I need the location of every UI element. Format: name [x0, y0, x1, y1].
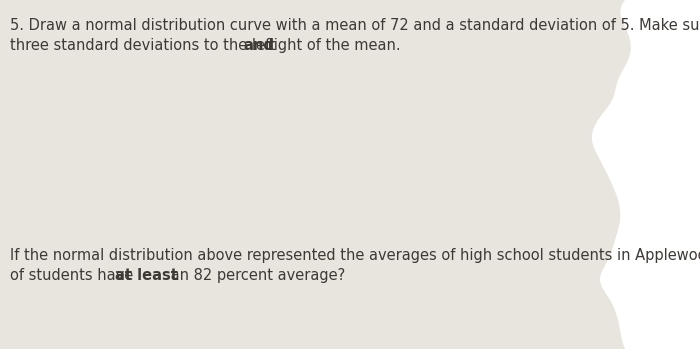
- Text: and: and: [244, 38, 274, 53]
- Text: at least: at least: [115, 268, 177, 283]
- Polygon shape: [0, 0, 631, 349]
- Text: an 82 percent average?: an 82 percent average?: [166, 268, 346, 283]
- Text: three standard deviations to the left: three standard deviations to the left: [10, 38, 280, 53]
- Text: 5. Draw a normal distribution curve with a mean of 72 and a standard deviation o: 5. Draw a normal distribution curve with…: [10, 18, 700, 33]
- Text: right of the mean.: right of the mean.: [263, 38, 400, 53]
- Text: of students have: of students have: [10, 268, 138, 283]
- Text: If the normal distribution above represented the averages of high school student: If the normal distribution above represe…: [10, 248, 700, 263]
